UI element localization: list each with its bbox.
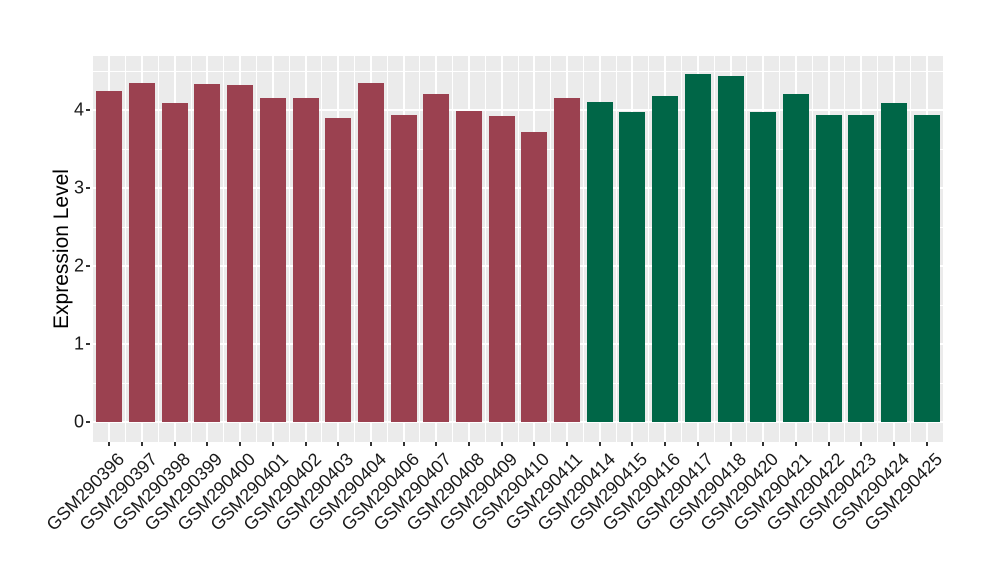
minor-gridline-vertical	[255, 56, 257, 442]
x-tick-mark	[304, 442, 307, 446]
x-tick-mark	[566, 442, 569, 446]
y-tick-mark	[86, 265, 90, 267]
bar-GSM290407	[423, 93, 450, 422]
x-tick-mark	[925, 442, 928, 446]
x-tick-mark	[108, 442, 111, 446]
x-tick-mark	[664, 442, 667, 446]
x-tick-mark	[271, 442, 274, 446]
minor-gridline-vertical	[648, 56, 650, 442]
minor-gridline-vertical	[779, 56, 781, 442]
bar-GSM290425	[913, 114, 940, 422]
bar-GSM290411	[554, 97, 581, 422]
minor-gridline-vertical	[550, 56, 552, 442]
bar-GSM290420	[750, 111, 777, 422]
minor-gridline-vertical	[877, 56, 879, 442]
minor-gridline-vertical	[321, 56, 323, 442]
minor-gridline-vertical	[354, 56, 356, 442]
y-tick-label: 0	[73, 411, 84, 432]
minor-gridline-vertical	[713, 56, 715, 442]
x-tick-mark	[206, 442, 209, 446]
minor-gridline-vertical	[386, 56, 388, 442]
x-tick-mark	[892, 442, 895, 446]
minor-gridline-vertical	[615, 56, 617, 442]
bar-GSM290415	[619, 112, 646, 422]
minor-gridline-vertical	[223, 56, 225, 442]
x-tick-mark	[467, 442, 470, 446]
minor-gridline-vertical	[909, 56, 911, 442]
bar-GSM290408	[455, 110, 482, 422]
x-tick-mark	[239, 442, 242, 446]
bar-GSM290400	[227, 85, 254, 422]
bar-GSM290398	[161, 102, 188, 422]
x-tick-mark	[696, 442, 699, 446]
x-tick-mark	[598, 442, 601, 446]
bar-GSM290409	[488, 116, 515, 422]
bar-GSM290416	[652, 95, 679, 422]
y-tick-mark	[86, 109, 90, 111]
bar-GSM290402	[292, 98, 319, 422]
bar-GSM290422	[815, 114, 842, 422]
minor-gridline-vertical	[517, 56, 519, 442]
y-tick-label: 2	[73, 255, 84, 276]
minor-gridline-vertical	[419, 56, 421, 442]
bar-GSM290410	[521, 131, 548, 422]
minor-gridline-vertical	[582, 56, 584, 442]
y-axis-title: Expression Level	[50, 169, 73, 329]
minor-gridline-vertical	[811, 56, 813, 442]
x-tick-mark	[794, 442, 797, 446]
bar-GSM290397	[129, 82, 156, 422]
bar-GSM290404	[357, 83, 384, 422]
y-tick-label: 3	[73, 177, 84, 198]
bar-GSM290403	[325, 117, 352, 422]
bar-GSM290406	[390, 114, 417, 422]
minor-gridline-vertical	[452, 56, 454, 442]
bar-GSM290418	[717, 75, 744, 422]
plot-panel	[93, 56, 943, 442]
minor-gridline-vertical	[157, 56, 159, 442]
bar-GSM290424	[880, 102, 907, 422]
minor-gridline-vertical	[844, 56, 846, 442]
y-tick-label: 4	[73, 99, 84, 120]
bar-GSM290423	[848, 114, 875, 422]
x-tick-mark	[631, 442, 634, 446]
bar-GSM290396	[96, 91, 123, 422]
minor-gridline-vertical	[125, 56, 127, 442]
minor-gridline-vertical	[680, 56, 682, 442]
x-tick-mark	[369, 442, 372, 446]
x-tick-mark	[337, 442, 340, 446]
x-tick-mark	[533, 442, 536, 446]
x-tick-mark	[860, 442, 863, 446]
x-tick-mark	[435, 442, 438, 446]
minor-gridline-vertical	[746, 56, 748, 442]
bar-GSM290401	[259, 97, 286, 422]
x-tick-mark	[500, 442, 503, 446]
y-tick-mark	[86, 421, 90, 423]
x-tick-mark	[141, 442, 144, 446]
y-tick-label: 1	[73, 333, 84, 354]
x-tick-mark	[762, 442, 765, 446]
bar-GSM290399	[194, 84, 221, 422]
minor-gridline-vertical	[484, 56, 486, 442]
bar-GSM290421	[782, 93, 809, 422]
x-tick-mark	[173, 442, 176, 446]
minor-gridline-vertical	[288, 56, 290, 442]
bar-GSM290414	[586, 102, 613, 422]
x-tick-mark	[827, 442, 830, 446]
y-tick-mark	[86, 187, 90, 189]
y-tick-mark	[86, 343, 90, 345]
x-tick-mark	[402, 442, 405, 446]
minor-gridline-vertical	[190, 56, 192, 442]
x-tick-mark	[729, 442, 732, 446]
bar-GSM290417	[684, 74, 711, 422]
